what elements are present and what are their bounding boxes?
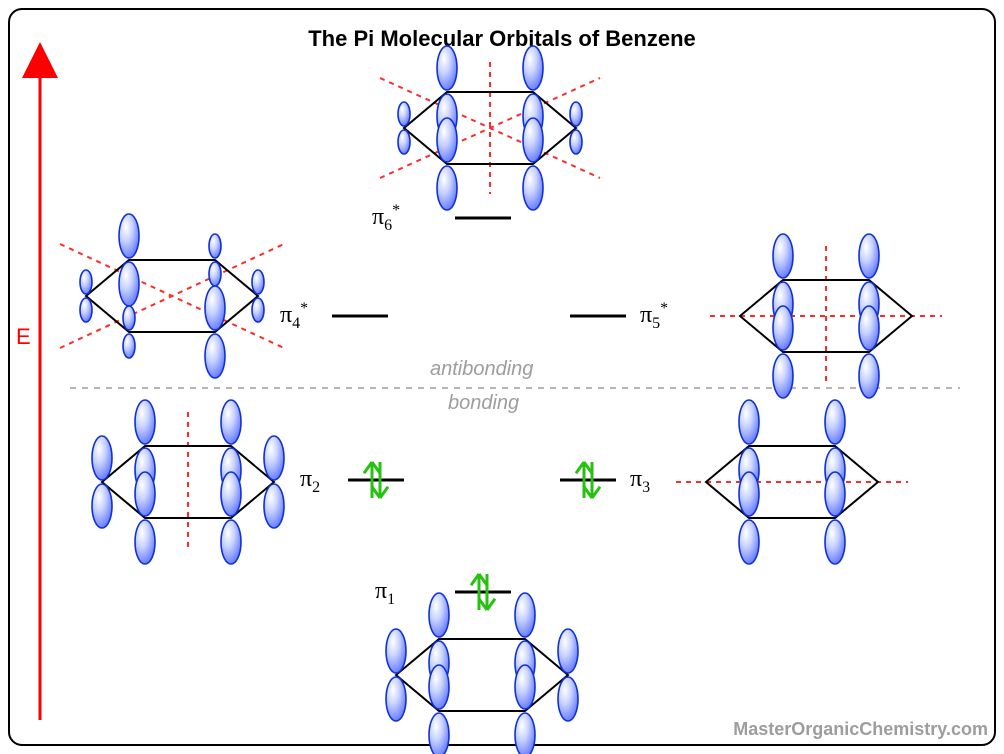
label-pi4s: π4* [280,300,308,333]
label-pi6s: π6* [372,202,400,235]
orbital-pi3 [676,400,908,564]
bonding-label: bonding [448,392,519,415]
orbital-pi4s [60,214,284,378]
label-pi1: π1 [375,578,395,609]
diagram-frame: The Pi Molecular Orbitals of Benzene Mas… [0,0,1004,754]
orbital-pi5s [710,234,942,398]
label-pi5s: π5* [640,300,668,333]
orbital-pi2 [92,400,284,564]
energy-axis-label: E [16,324,31,350]
label-pi3: π3 [630,466,650,497]
orbital-pi6s [380,46,600,210]
antibonding-label: antibonding [430,358,533,381]
orbital-pi1 [386,593,578,754]
label-pi2: π2 [300,466,320,497]
